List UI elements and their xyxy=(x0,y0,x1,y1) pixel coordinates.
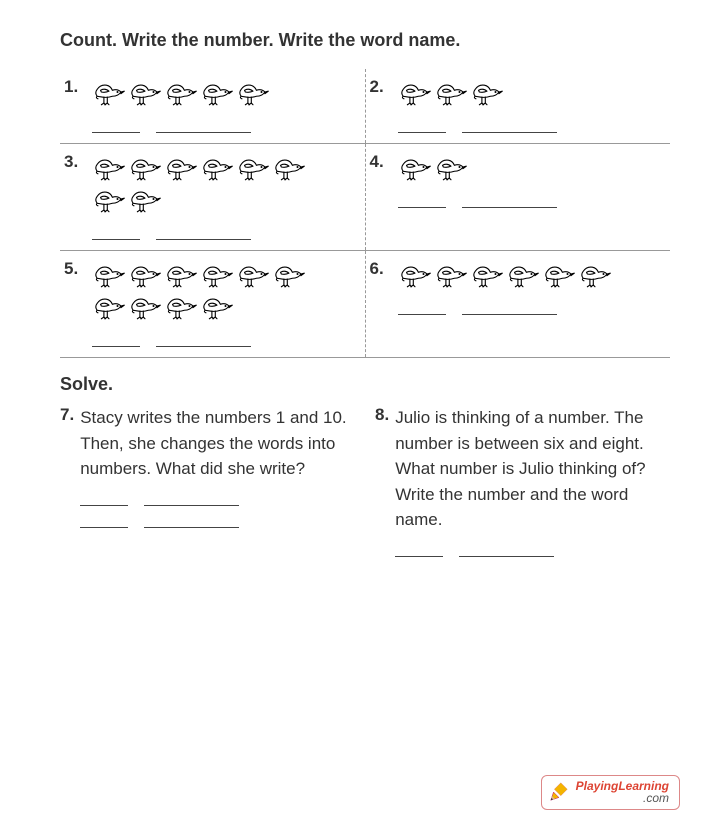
bird-icon xyxy=(236,77,270,107)
bird-icon xyxy=(542,259,576,289)
grid-row: 1. 2. xyxy=(60,69,670,144)
answer-blanks xyxy=(92,333,359,347)
bird-icon xyxy=(236,152,270,182)
problem-number: 4. xyxy=(370,152,392,172)
bird-icon xyxy=(398,259,432,289)
problem-number: 6. xyxy=(370,259,392,279)
bird-group xyxy=(92,259,332,321)
bird-icon xyxy=(200,259,234,289)
bird-icon xyxy=(200,291,234,321)
problem-text: Julio is thinking of a number. The numbe… xyxy=(395,405,670,533)
bird-icon xyxy=(470,77,504,107)
answer-blanks xyxy=(398,194,665,208)
bird-icon xyxy=(92,77,126,107)
bird-icon xyxy=(92,152,126,182)
bird-group xyxy=(398,152,468,182)
number-blank[interactable] xyxy=(80,492,128,506)
number-blank[interactable] xyxy=(398,301,446,315)
bird-icon xyxy=(236,259,270,289)
answer-blanks xyxy=(92,119,359,133)
solve-heading: Solve. xyxy=(60,374,670,395)
answer-blanks xyxy=(398,301,665,315)
word-blank[interactable] xyxy=(462,194,557,208)
bird-icon xyxy=(398,77,432,107)
bird-icon xyxy=(434,152,468,182)
word-problem: 8. Julio is thinking of a number. The nu… xyxy=(375,405,670,557)
pencil-icon xyxy=(548,781,570,803)
counting-grid: 1. 2. 3. xyxy=(60,69,670,358)
word-blank[interactable] xyxy=(462,119,557,133)
bird-icon xyxy=(128,291,162,321)
problem-cell: 4. xyxy=(366,144,671,250)
problem-cell: 3. xyxy=(60,144,366,250)
answer-blanks xyxy=(398,119,665,133)
answer-blanks xyxy=(80,514,355,528)
bird-icon xyxy=(164,77,198,107)
problem-number: 8. xyxy=(375,405,389,557)
problem-number: 5. xyxy=(64,259,86,279)
logo-text: PlayingLearning .com xyxy=(576,780,669,805)
problem-number: 1. xyxy=(64,77,86,97)
brand-domain: .com xyxy=(576,792,669,805)
number-blank[interactable] xyxy=(395,543,443,557)
bird-group xyxy=(398,259,612,289)
problem-cell: 1. xyxy=(60,69,366,143)
answer-blanks xyxy=(92,226,359,240)
grid-row: 5. 6. xyxy=(60,251,670,357)
bird-group xyxy=(398,77,504,107)
bird-icon xyxy=(164,291,198,321)
bird-icon xyxy=(164,259,198,289)
problem-cell: 6. xyxy=(366,251,671,357)
number-blank[interactable] xyxy=(92,119,140,133)
bird-icon xyxy=(272,259,306,289)
number-blank[interactable] xyxy=(92,226,140,240)
bird-icon xyxy=(92,291,126,321)
grid-row: 3. 4. xyxy=(60,144,670,251)
problem-cell: 5. xyxy=(60,251,366,357)
bird-icon xyxy=(470,259,504,289)
solve-section: Solve. 7. Stacy writes the numbers 1 and… xyxy=(60,374,670,557)
answer-blanks xyxy=(80,492,355,506)
problem-number: 2. xyxy=(370,77,392,97)
word-blank[interactable] xyxy=(459,543,554,557)
word-problem: 7. Stacy writes the numbers 1 and 10. Th… xyxy=(60,405,355,557)
bird-group xyxy=(92,152,332,214)
number-blank[interactable] xyxy=(92,333,140,347)
answer-blanks xyxy=(395,543,670,557)
problem-cell: 2. xyxy=(366,69,671,143)
bird-icon xyxy=(398,152,432,182)
word-blank[interactable] xyxy=(144,514,239,528)
bird-icon xyxy=(164,152,198,182)
bird-group xyxy=(92,77,270,107)
footer-logo[interactable]: PlayingLearning .com xyxy=(541,775,680,810)
problem-number: 3. xyxy=(64,152,86,172)
number-blank[interactable] xyxy=(398,119,446,133)
number-blank[interactable] xyxy=(398,194,446,208)
bird-icon xyxy=(434,259,468,289)
bird-icon xyxy=(506,259,540,289)
problem-number: 7. xyxy=(60,405,74,557)
bird-icon xyxy=(272,152,306,182)
bird-icon xyxy=(200,77,234,107)
instruction-heading: Count. Write the number. Write the word … xyxy=(60,30,670,51)
bird-icon xyxy=(128,152,162,182)
bird-icon xyxy=(128,77,162,107)
bird-icon xyxy=(200,152,234,182)
word-blank[interactable] xyxy=(156,119,251,133)
bird-icon xyxy=(92,184,126,214)
word-blank[interactable] xyxy=(156,333,251,347)
problem-text: Stacy writes the numbers 1 and 10. Then,… xyxy=(80,405,355,482)
bird-icon xyxy=(578,259,612,289)
bird-icon xyxy=(434,77,468,107)
word-blank[interactable] xyxy=(462,301,557,315)
word-blank[interactable] xyxy=(156,226,251,240)
bird-icon xyxy=(92,259,126,289)
number-blank[interactable] xyxy=(80,514,128,528)
bird-icon xyxy=(128,259,162,289)
bird-icon xyxy=(128,184,162,214)
word-blank[interactable] xyxy=(144,492,239,506)
